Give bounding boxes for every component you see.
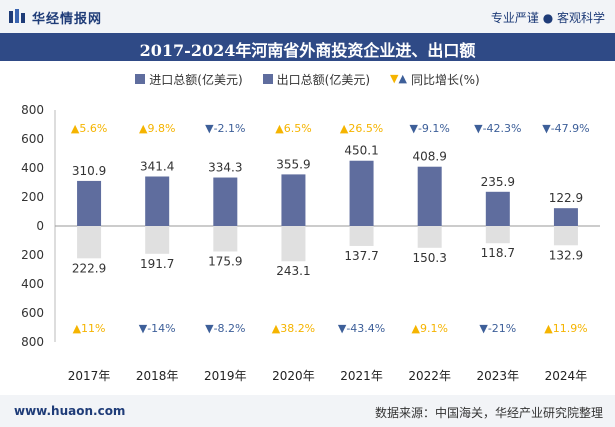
export-bar	[553, 208, 578, 226]
export-bar	[349, 160, 374, 226]
export-value-label: 355.9	[276, 157, 310, 171]
export-growth-label: ▼-47.9%	[542, 122, 589, 135]
y-tick-label: 600	[21, 132, 44, 146]
export-value-label: 122.9	[549, 191, 583, 205]
legend-import-label: 进口总额(亿美元)	[149, 72, 243, 87]
export-value-label: 341.4	[140, 159, 174, 173]
y-tick-label: 800	[21, 335, 44, 349]
import-growth-label: ▼-14%	[139, 322, 176, 335]
export-growth-label: ▲9.8%	[139, 122, 175, 135]
export-growth-label: ▲5.6%	[71, 122, 107, 135]
import-growth-label: ▲11%	[73, 322, 106, 335]
import-bar	[553, 226, 578, 246]
legend-export: 出口总额(亿美元)	[262, 70, 371, 88]
legend-growth: ▼▲ 同比增长(%)	[390, 70, 480, 88]
legend-export-label: 出口总额(亿美元)	[276, 72, 371, 87]
import-growth-label: ▼-8.2%	[205, 322, 245, 335]
y-tick-label: 800	[21, 103, 44, 117]
import-growth-label: ▲11.9%	[544, 322, 587, 335]
y-tick-label: 400	[21, 277, 44, 291]
legend-import: 进口总额(亿美元)	[135, 70, 243, 88]
x-tick-label: 2018年	[136, 369, 179, 383]
x-tick-label: 2020年	[272, 369, 315, 383]
import-value-label: 175.9	[208, 255, 242, 269]
import-value-label: 137.7	[344, 249, 378, 263]
legend-growth-icon: ▼▲	[390, 72, 407, 85]
import-value-label: 222.9	[72, 261, 106, 275]
import-bar	[485, 226, 510, 244]
title-bar	[0, 33, 615, 61]
export-bar	[417, 166, 442, 226]
y-tick-label: 200	[21, 190, 44, 204]
y-tick-label: 600	[21, 306, 44, 320]
import-value-label: 243.1	[276, 264, 310, 278]
export-value-label: 310.9	[72, 164, 106, 178]
import-growth-label: ▼-21%	[479, 322, 516, 335]
x-tick-label: 2022年	[408, 369, 451, 383]
x-tick-label: 2024年	[545, 369, 588, 383]
legend-export-swatch	[262, 74, 273, 84]
x-tick-label: 2017年	[68, 369, 111, 383]
import-growth-label: ▲38.2%	[272, 322, 315, 335]
import-bar	[281, 226, 306, 262]
export-value-label: 235.9	[481, 175, 515, 189]
x-tick-label: 2019年	[204, 369, 247, 383]
export-growth-label: ▼-2.1%	[205, 122, 245, 135]
export-bar	[485, 191, 510, 226]
import-bar	[77, 226, 102, 259]
footer-site: www.huaon.com	[14, 404, 126, 418]
export-value-label: 334.3	[208, 161, 242, 175]
import-bar	[349, 226, 374, 246]
export-growth-label: ▼-9.1%	[410, 122, 450, 135]
legend-import-swatch	[135, 74, 146, 84]
export-bar	[77, 180, 102, 226]
y-tick-label: 0	[36, 219, 44, 233]
export-growth-label: ▲26.5%	[340, 122, 383, 135]
import-value-label: 150.3	[413, 251, 447, 265]
y-tick-label: 400	[21, 161, 44, 175]
tagline: 专业严谨 ● 客观科学	[490, 11, 605, 25]
import-growth-label: ▲9.1%	[411, 322, 447, 335]
import-value-label: 118.7	[481, 246, 515, 260]
export-growth-label: ▲6.5%	[275, 122, 311, 135]
export-bar	[281, 174, 306, 226]
export-value-label: 450.1	[344, 144, 378, 158]
import-bar	[213, 226, 238, 252]
y-tick-label: 200	[21, 248, 44, 262]
import-value-label: 132.9	[549, 248, 583, 262]
export-value-label: 408.9	[413, 150, 447, 164]
import-bar	[145, 226, 170, 254]
logo-icon	[9, 9, 25, 23]
import-value-label: 191.7	[140, 257, 174, 271]
top-bar	[0, 0, 615, 33]
x-tick-label: 2021年	[340, 369, 383, 383]
bar-chart: 800 600 400 200 0 200 400 600 800 310.9 222.9 ▲5.6%…	[21, 103, 600, 383]
legend: 进口总额(亿美元) 出口总额(亿美元) ▼▲ 同比增长(%)	[0, 70, 615, 88]
x-tick-label: 2023年	[477, 369, 520, 383]
import-growth-label: ▼-43.4%	[338, 322, 385, 335]
export-bar	[145, 176, 170, 226]
brand-name: 华经情报网	[32, 12, 103, 27]
footer-source: 数据来源：中国海关，华经产业研究院整理	[374, 406, 603, 420]
footer-bar	[0, 395, 615, 427]
import-bar	[417, 226, 442, 248]
chart-title: 2017-2024年河南省外商投资企业进、出口额	[139, 41, 476, 60]
legend-growth-label: 同比增长(%)	[410, 72, 480, 87]
export-bar	[213, 177, 238, 226]
export-growth-label: ▼-42.3%	[474, 122, 521, 135]
